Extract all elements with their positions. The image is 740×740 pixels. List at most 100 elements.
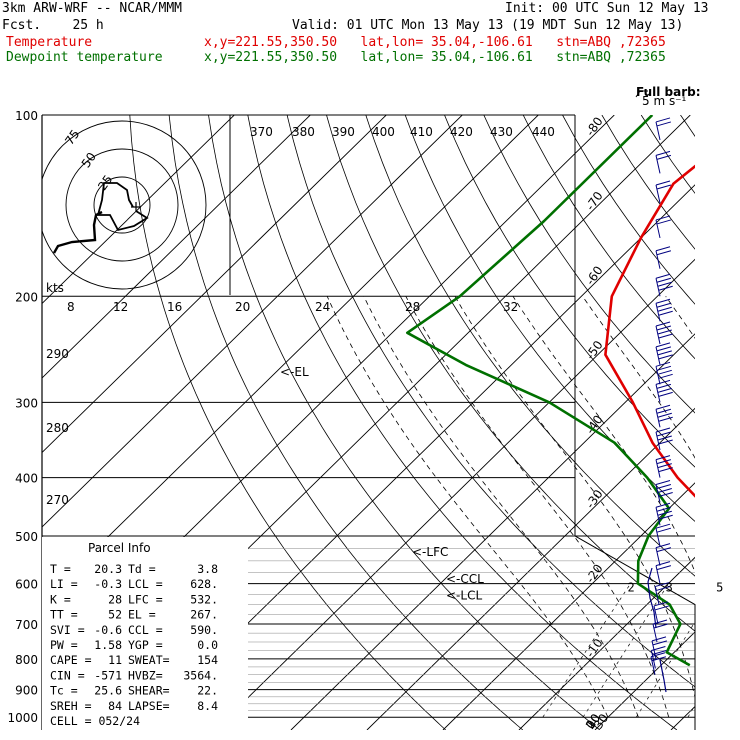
parcel-cell: Td = — [128, 562, 156, 576]
theta-side-label: 280 — [46, 421, 69, 435]
theta-label: 440 — [532, 125, 555, 139]
isotherm — [42, 115, 387, 454]
wind-barb — [655, 273, 673, 297]
wind-barb — [655, 427, 673, 451]
pressure-tick-label: 1000 — [7, 711, 38, 725]
parcel-cell: TT = — [50, 608, 78, 622]
temperature-profile — [604, 164, 695, 498]
parcel-cell: 154 — [197, 653, 218, 667]
parcel-cell: CAPE = — [50, 653, 92, 667]
barb-title: Full barb: — [636, 85, 701, 99]
parcel-cell: K = — [50, 592, 71, 606]
pressure-tick-label: 400 — [15, 472, 38, 486]
thetae-label: 16 — [167, 300, 182, 314]
parcel-cell: 3564. — [183, 668, 218, 682]
parcel-cell: 3.8 — [197, 562, 218, 576]
dry-adiabat — [720, 115, 740, 730]
parcel-cell: 0.0 — [197, 638, 218, 652]
wind-barb — [655, 298, 673, 322]
dewpoint-location: x,y=221.55,350.50 lat,lon= 35.04,-106.61… — [204, 50, 666, 65]
dry-adiabat — [601, 115, 695, 250]
wind-barb — [655, 215, 672, 239]
moist-adiabat — [405, 296, 670, 718]
parcel-cell: CIN = — [50, 668, 85, 682]
parcel-cell: EL = — [128, 608, 156, 622]
parcel-cell: 20.3 — [94, 562, 122, 576]
dry-adiabat — [326, 115, 695, 632]
parcel-info-panel: Parcel Info T = 20.3 Td = 3.8 LI = -0.3 LCL = 62… — [42, 537, 248, 730]
parcel-cell: SHEAR= — [128, 684, 170, 698]
theta-side-label: 290 — [46, 347, 69, 361]
mixing-ratio-label: 5 — [716, 580, 723, 594]
barb-example-icon — [635, 90, 648, 98]
isotherm — [670, 705, 695, 730]
parcel-cell: 532. — [190, 592, 218, 606]
theta-side-label: 270 — [46, 493, 69, 507]
thetae-label: 28 — [405, 300, 420, 314]
isotherm-label: -60 — [583, 263, 606, 287]
wind-barb — [655, 379, 673, 403]
parcel-cell: SVI = — [50, 623, 85, 637]
parcel-level-marker: <-EL — [280, 365, 309, 379]
isotherm — [366, 407, 695, 730]
parcel-cell: 267. — [190, 608, 218, 622]
moist-adiabat — [454, 296, 695, 700]
isotherm-label: -80 — [583, 114, 606, 138]
dry-adiabat — [365, 115, 695, 577]
theta-label: 380 — [292, 125, 315, 139]
wind-barb — [655, 502, 673, 526]
dry-adiabat — [404, 115, 695, 522]
wind-barb — [655, 543, 672, 566]
theta-label: 430 — [490, 125, 513, 139]
wind-barb-trace — [647, 567, 667, 693]
isotherm — [214, 258, 695, 730]
mixing-ratio-line — [582, 583, 669, 718]
parcel-cell: 28 — [108, 592, 122, 606]
valid-time: Valid: 01 UTC Mon 13 May 13 (19 MDT Sun … — [292, 18, 684, 33]
dry-adiabat — [522, 115, 695, 360]
parcel-level-marker: <-LFC — [412, 545, 448, 559]
isotherm — [518, 556, 695, 730]
parcel-cell: YGP = — [128, 638, 163, 652]
isotherm — [290, 333, 695, 730]
parcel-cell: -0.6 — [94, 623, 122, 637]
isotherm-label: 40 — [631, 737, 651, 740]
parcel-cell: -0.3 — [94, 577, 122, 591]
wind-barb — [655, 246, 672, 269]
theta-label: 370 — [250, 125, 273, 139]
parcel-cell: CCL = — [128, 623, 163, 637]
isotherm-label: -70 — [583, 189, 606, 213]
parcel-cell: PW = — [50, 638, 78, 652]
dry-adiabat — [483, 115, 695, 414]
mixing-ratio-line — [636, 621, 695, 718]
parcel-cell: 52 — [108, 608, 122, 622]
mixing-ratio-line — [735, 584, 740, 718]
wind-barb — [654, 582, 671, 605]
parcel-level-marker: <-CCL — [446, 572, 484, 586]
pressure-tick-label: 100 — [15, 109, 38, 123]
pressure-tick-label: 800 — [15, 653, 38, 667]
theta-label: 400 — [372, 125, 395, 139]
isotherm — [442, 482, 695, 730]
hodograph-unit: kts — [46, 281, 64, 295]
mixing-ratio-label: 2 — [627, 580, 634, 594]
parcel-cell: 22. — [197, 684, 218, 698]
isotherm — [42, 115, 235, 305]
wind-barbs — [647, 117, 673, 693]
dry-adiabat — [208, 115, 601, 730]
thetae-label: 20 — [235, 300, 250, 314]
pressure-tick-label: 900 — [15, 684, 38, 698]
parcel-cell: 11 — [108, 653, 122, 667]
model-title: 3km ARW-WRF -- NCAR/MMM — [2, 1, 183, 16]
parcel-cell: 84 — [108, 699, 122, 713]
parcel-box-bg — [42, 537, 248, 730]
parcel-cell: -571 — [94, 668, 122, 682]
right-boundary — [574, 115, 696, 730]
isotherm-label: -20 — [583, 562, 606, 586]
mixing-ratio-line — [542, 583, 631, 718]
isotherm — [42, 115, 539, 603]
parcel-cell: 628. — [190, 577, 218, 591]
wind-barb — [650, 646, 667, 669]
